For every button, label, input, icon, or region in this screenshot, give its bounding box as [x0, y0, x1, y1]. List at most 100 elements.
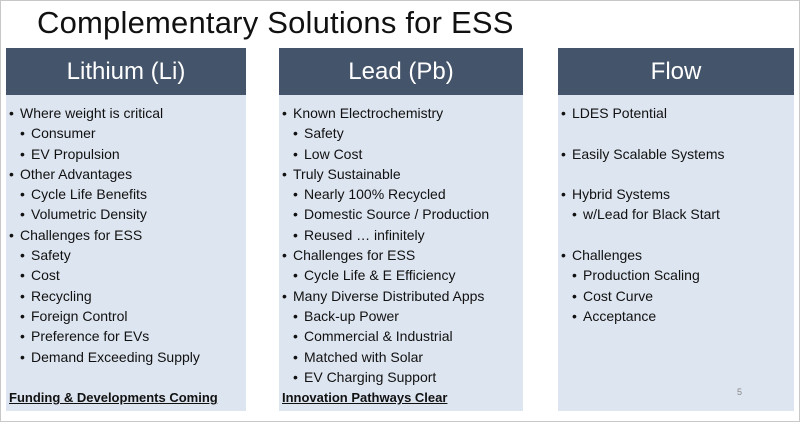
column-lead: Lead (Pb) • Known Electrochemistry • Safety…: [279, 48, 523, 411]
bullet-icon: •: [20, 348, 25, 365]
bullet-icon: •: [561, 145, 566, 162]
list-item-text: Easily Scalable Systems: [572, 145, 725, 162]
page-number: 5: [736, 387, 742, 397]
list-item-text: Nearly 100% Recycled: [304, 186, 446, 203]
bullet-icon: •: [20, 186, 25, 203]
list-item: • Production Scaling: [558, 265, 794, 285]
list-item-text: Safety: [304, 125, 344, 142]
list-item-text: Challenges: [572, 247, 643, 264]
list-item: • Many Diverse Distributed Apps: [279, 286, 523, 306]
bullet-list: • LDES Potential • Easily Scalable Systems •…: [558, 95, 794, 326]
list-item-text: Preference for EVs: [31, 328, 150, 345]
bullet-icon: •: [282, 105, 287, 121]
list-item: • Domestic Source / Production: [279, 204, 523, 224]
list-item: • Easily Scalable Systems: [558, 144, 794, 164]
list-item-text: Back-up Power: [304, 307, 399, 324]
list-item: • Reused … infinitely: [279, 225, 523, 245]
list-item: • Foreign Control: [6, 306, 246, 326]
list-item: • Known Electrochemistry: [279, 103, 523, 123]
column-lithium: Lithium (Li) • Where weight is critical • C…: [6, 48, 246, 411]
bullet-icon: •: [293, 125, 298, 142]
list-item-text: Safety: [31, 247, 71, 264]
column-footer: Innovation Pathways Clear: [282, 390, 448, 405]
bullet-icon: •: [572, 206, 577, 223]
list-item-text: Commercial & Industrial: [304, 328, 453, 345]
list-item-text: Acceptance: [583, 307, 657, 324]
list-item-text: Low Cost: [304, 145, 363, 162]
list-item-text: Cycle Life Benefits: [31, 186, 147, 203]
bullet-icon: •: [561, 186, 566, 203]
column-header: Flow: [558, 48, 794, 95]
list-item: • Safety: [6, 245, 246, 265]
list-item: • Cycle Life & E Efficiency: [279, 265, 523, 285]
list-item-text: Cycle Life & E Efficiency: [304, 267, 456, 284]
bullet-icon: •: [572, 267, 577, 284]
bullet-icon: •: [561, 105, 566, 121]
list-item-text: Where weight is critical: [20, 105, 164, 121]
bullet-icon: •: [561, 247, 566, 264]
list-item: • Preference for EVs: [6, 326, 246, 346]
list-item-text: Hybrid Systems: [572, 186, 671, 203]
bullet-icon: •: [293, 267, 298, 284]
list-item: • Recycling: [6, 286, 246, 306]
list-item: • EV Charging Support: [279, 367, 523, 387]
slide-title: Complementary Solutions for ESS: [37, 5, 514, 40]
list-item: • Matched with Solar: [279, 347, 523, 367]
list-item-text: Known Electrochemistry: [293, 105, 444, 121]
bullet-list: • Known Electrochemistry • Safety • Low Cost •…: [279, 95, 523, 387]
bullet-icon: •: [572, 287, 577, 304]
bullet-icon: •: [293, 368, 298, 385]
bullet-icon: •: [20, 247, 25, 264]
list-item: • Challenges: [558, 245, 794, 265]
bullet-icon: •: [572, 307, 577, 324]
list-item-text: Domestic Source / Production: [304, 206, 490, 223]
bullet-icon: •: [293, 328, 298, 345]
bullet-icon: •: [9, 226, 14, 243]
list-item: • EV Propulsion: [6, 144, 246, 164]
list-item: • Where weight is critical: [6, 103, 246, 123]
list-spacer: [558, 123, 794, 143]
list-item-text: Consumer: [31, 125, 96, 142]
bullet-icon: •: [293, 307, 298, 324]
bullet-icon: •: [282, 247, 287, 264]
bullet-icon: •: [293, 206, 298, 223]
list-item-text: Other Advantages: [20, 165, 133, 182]
list-item-text: Challenges for ESS: [293, 247, 416, 264]
list-item-text: Volumetric Density: [31, 206, 147, 223]
list-item: • Other Advantages: [6, 164, 246, 184]
list-item: • Hybrid Systems: [558, 184, 794, 204]
bullet-icon: •: [20, 145, 25, 162]
list-item: • Commercial & Industrial: [279, 326, 523, 346]
bullet-icon: •: [293, 145, 298, 162]
bullet-icon: •: [20, 206, 25, 223]
list-item: • LDES Potential: [558, 103, 794, 123]
list-item-text: Many Diverse Distributed Apps: [293, 287, 485, 304]
list-item-text: Cost: [31, 267, 60, 284]
list-item-text: Recycling: [31, 287, 92, 304]
list-item-text: Challenges for ESS: [20, 226, 143, 243]
bullet-list: • Where weight is critical • Consumer • EV Pr…: [6, 95, 246, 367]
bullet-icon: •: [20, 267, 25, 284]
list-item: • Cycle Life Benefits: [6, 184, 246, 204]
bullet-icon: •: [293, 186, 298, 203]
bullet-icon: •: [20, 328, 25, 345]
list-spacer: [558, 164, 794, 184]
list-item-text: Truly Sustainable: [293, 165, 401, 182]
list-item: • Consumer: [6, 123, 246, 143]
list-item: • Challenges for ESS: [6, 225, 246, 245]
list-spacer: [558, 225, 794, 245]
list-item: • Cost: [6, 265, 246, 285]
bullet-icon: •: [293, 348, 298, 365]
list-item-text: Matched with Solar: [304, 348, 424, 365]
list-item: • Challenges for ESS: [279, 245, 523, 265]
list-item: • Low Cost: [279, 144, 523, 164]
list-item-text: Demand Exceeding Supply: [31, 348, 200, 365]
bullet-icon: •: [293, 226, 298, 243]
list-item-text: EV Charging Support: [304, 368, 437, 385]
list-item: • w/Lead for Black Start: [558, 204, 794, 224]
list-item-text: EV Propulsion: [31, 145, 120, 162]
list-item: • Truly Sustainable: [279, 164, 523, 184]
list-item-text: w/Lead for Black Start: [583, 206, 720, 223]
bullet-icon: •: [20, 307, 25, 324]
